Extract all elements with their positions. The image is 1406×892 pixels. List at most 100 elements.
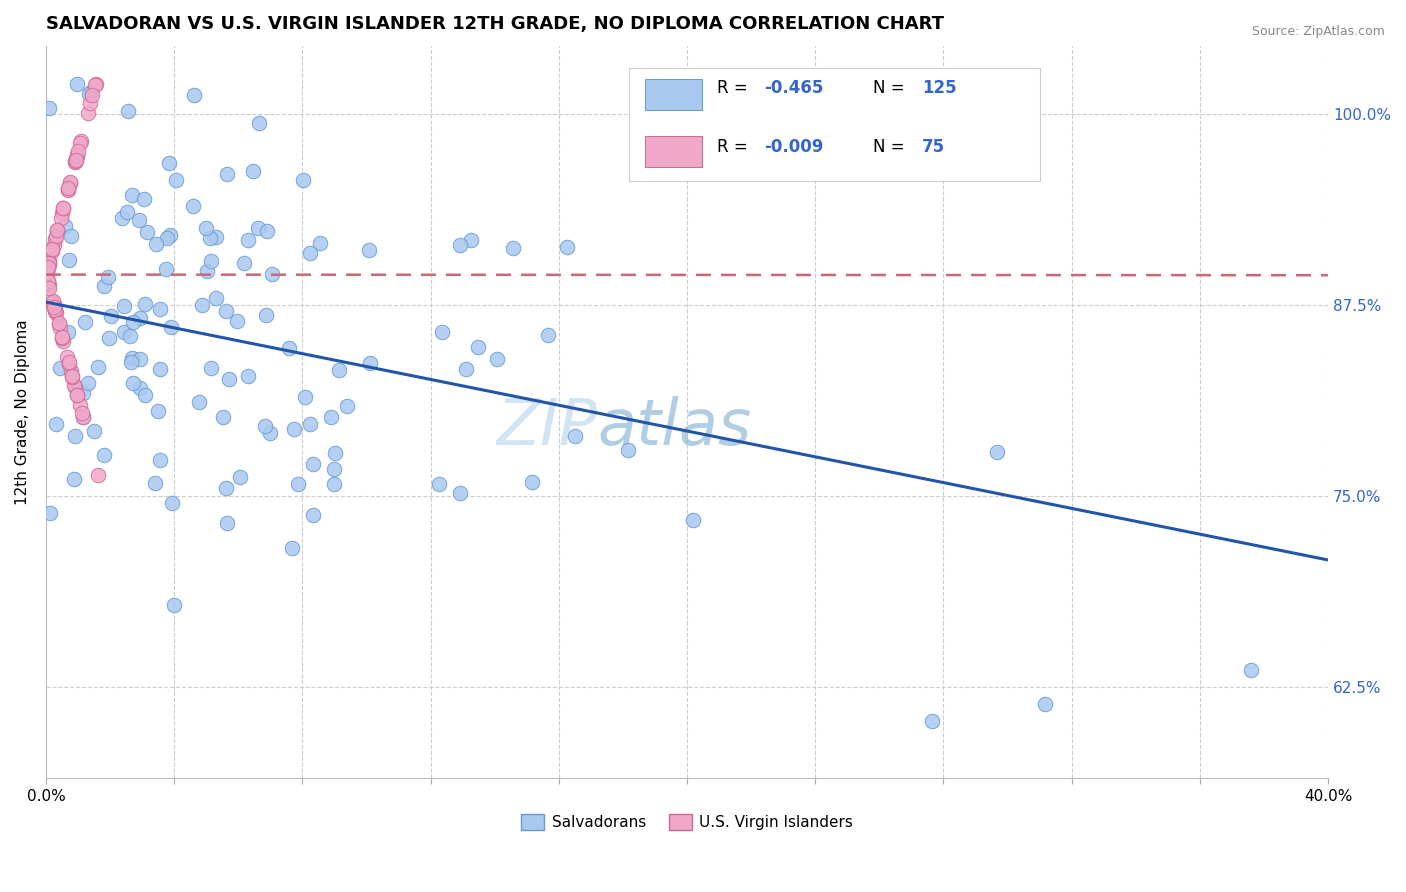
Point — [49, 211, 72, 226]
Point — [80, 86, 103, 100]
Point — [51, 206, 73, 220]
Point — [60, 368, 83, 383]
Point — [117, 104, 139, 119]
Point — [63, 429, 86, 443]
Point — [84, 77, 107, 91]
Point — [225, 313, 247, 327]
Point — [42, 237, 65, 252]
Point — [321, 409, 343, 424]
Point — [616, 443, 638, 458]
Text: 125: 125 — [922, 79, 956, 97]
Point — [117, 205, 139, 219]
Point — [283, 422, 305, 436]
Point — [56, 182, 79, 196]
Point — [63, 378, 86, 392]
Point — [45, 417, 67, 432]
Point — [118, 329, 141, 343]
Point — [323, 446, 346, 460]
Point — [37, 260, 59, 274]
Point — [42, 294, 65, 309]
Point — [157, 156, 180, 170]
Point — [294, 390, 316, 404]
Point — [449, 486, 471, 500]
Point — [66, 77, 89, 91]
Point — [555, 240, 578, 254]
Point — [77, 87, 100, 101]
Point — [66, 388, 89, 402]
Point — [62, 472, 84, 486]
Point — [129, 311, 152, 326]
Point — [45, 306, 67, 320]
Point — [460, 233, 482, 247]
Text: -0.009: -0.009 — [763, 137, 824, 156]
Point — [328, 363, 350, 377]
Point — [129, 351, 152, 366]
Point — [58, 253, 80, 268]
Point — [247, 116, 270, 130]
Point — [93, 278, 115, 293]
Point — [38, 101, 60, 115]
FancyBboxPatch shape — [645, 136, 703, 167]
Point — [155, 262, 177, 277]
Point — [200, 361, 222, 376]
Point — [537, 327, 560, 342]
Point — [62, 370, 84, 384]
Point — [218, 372, 240, 386]
Point — [427, 477, 450, 491]
Point — [87, 360, 110, 375]
Point — [65, 153, 87, 167]
Point — [520, 475, 543, 490]
Point — [986, 445, 1008, 459]
Point — [187, 395, 209, 409]
Point — [122, 315, 145, 329]
Point — [42, 297, 65, 311]
Point — [215, 516, 238, 530]
Point — [48, 317, 70, 331]
Point — [37, 277, 59, 291]
Point — [232, 256, 254, 270]
Point — [76, 106, 98, 120]
Point — [38, 255, 60, 269]
Point — [42, 294, 65, 309]
Point — [145, 237, 167, 252]
Point — [146, 403, 169, 417]
Point — [52, 334, 75, 348]
Text: 75: 75 — [922, 137, 945, 156]
Point — [128, 213, 150, 227]
Point — [200, 231, 222, 245]
Point — [302, 457, 325, 471]
Point — [69, 136, 91, 151]
FancyBboxPatch shape — [630, 68, 1039, 181]
Point — [44, 300, 66, 314]
Point — [41, 244, 63, 258]
Point — [165, 173, 187, 187]
Point — [921, 714, 943, 728]
Point — [129, 381, 152, 395]
Point — [42, 296, 65, 310]
Point — [112, 299, 135, 313]
Text: Source: ZipAtlas.com: Source: ZipAtlas.com — [1251, 25, 1385, 38]
Point — [359, 356, 381, 370]
Text: N =: N = — [873, 79, 910, 97]
Point — [134, 387, 156, 401]
Point — [51, 330, 73, 344]
Point — [69, 134, 91, 148]
Point — [58, 357, 80, 371]
Point — [205, 291, 228, 305]
Point — [134, 297, 156, 311]
Point — [335, 399, 357, 413]
Point — [72, 410, 94, 425]
Point — [82, 87, 104, 102]
Point — [44, 300, 66, 314]
Point — [467, 340, 489, 354]
Point — [486, 352, 509, 367]
Point — [121, 351, 143, 365]
Point — [35, 266, 58, 280]
Point — [63, 154, 86, 169]
Point — [456, 361, 478, 376]
Point — [65, 154, 87, 169]
Point — [357, 243, 380, 257]
Point — [200, 254, 222, 268]
Text: SALVADORAN VS U.S. VIRGIN ISLANDER 12TH GRADE, NO DIPLOMA CORRELATION CHART: SALVADORAN VS U.S. VIRGIN ISLANDER 12TH … — [46, 15, 943, 33]
Point — [58, 355, 80, 369]
